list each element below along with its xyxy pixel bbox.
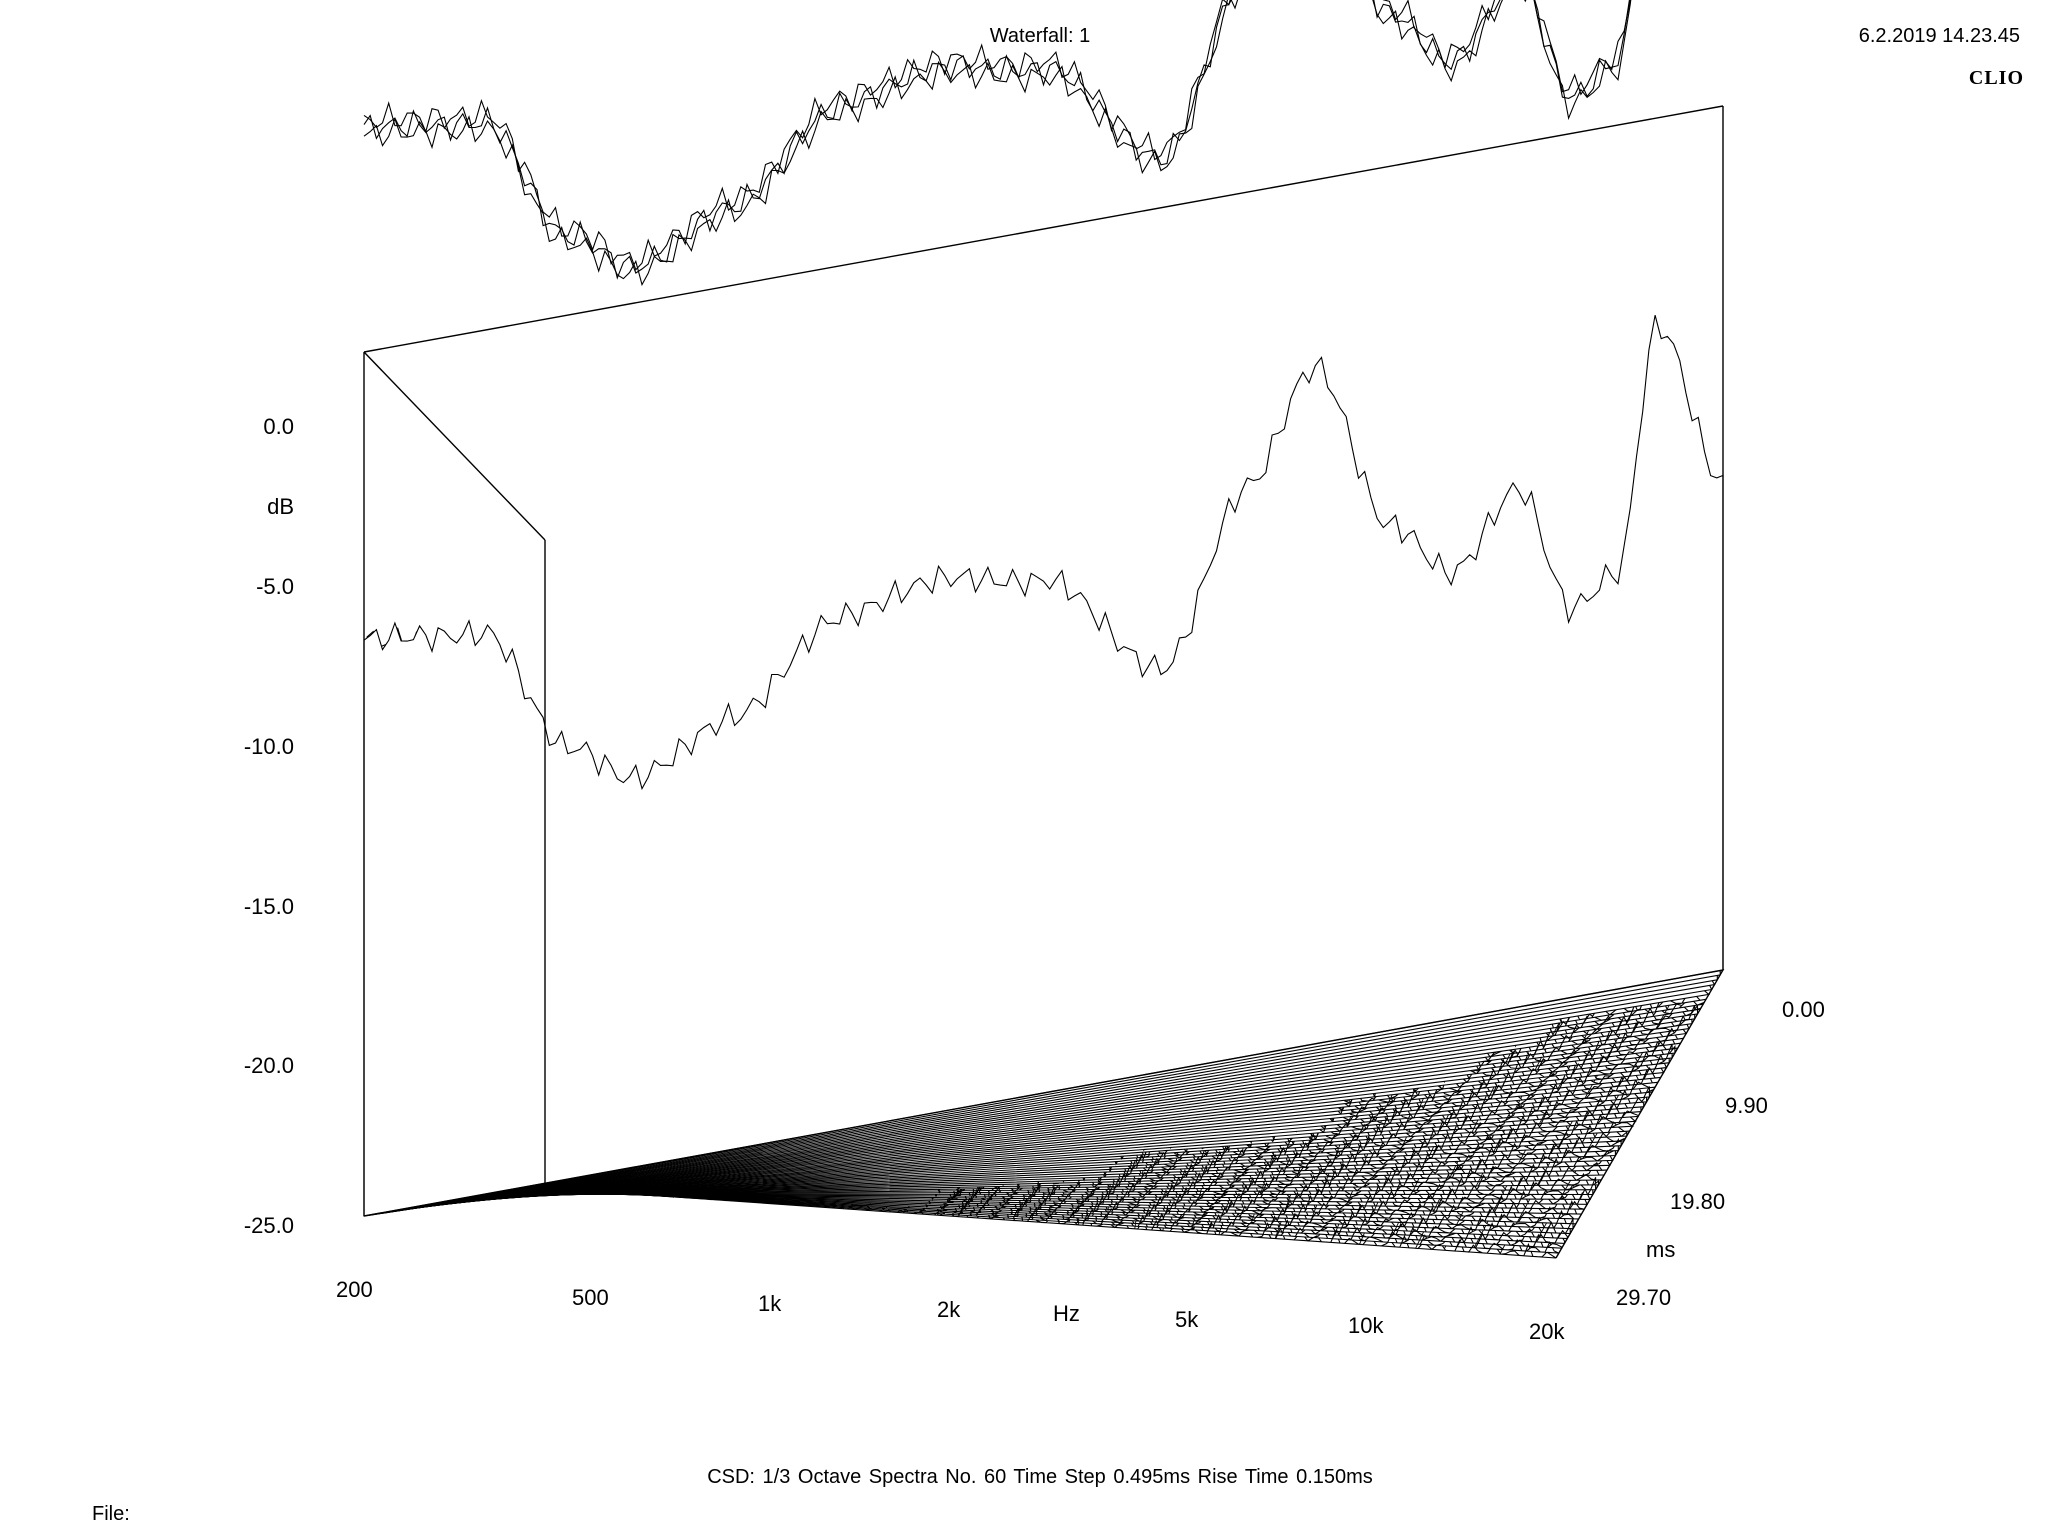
x-tick-label: 1k bbox=[758, 1291, 782, 1316]
spectra-traces bbox=[363, 315, 1724, 1259]
back-wall-projection bbox=[363, 0, 1631, 271]
z-tick-label: 9.90 bbox=[1725, 1093, 1768, 1118]
z-tick-label: 29.70 bbox=[1616, 1285, 1672, 1310]
spectrum-trace bbox=[363, 315, 1724, 1217]
x-tick-label: 20k bbox=[1529, 1319, 1565, 1344]
z-axis-label: ms bbox=[1646, 1237, 1676, 1262]
back-top-edge bbox=[363, 105, 1724, 353]
left-top-edge bbox=[363, 351, 546, 541]
file-label: File: bbox=[92, 1503, 130, 1525]
z-tick-label: 19.80 bbox=[1670, 1189, 1726, 1214]
x-tick-label: 10k bbox=[1348, 1313, 1384, 1338]
chart-frame bbox=[363, 105, 1725, 1259]
x-tick-label: 200 bbox=[336, 1277, 373, 1302]
y-tick-label: -20.0 bbox=[243, 1053, 294, 1078]
y-tick-label: 0.0 bbox=[263, 414, 294, 439]
brand-logo: CLIO bbox=[1968, 67, 2024, 89]
y-tick-label: -15.0 bbox=[243, 894, 294, 919]
chart-title: Waterfall: 1 bbox=[989, 25, 1091, 47]
floor-outline bbox=[363, 969, 1725, 1259]
back-wall-projection bbox=[363, 0, 1632, 287]
y-axis-label: dB bbox=[267, 494, 294, 519]
x-tick-label: 500 bbox=[572, 1285, 609, 1310]
back-wall-projection bbox=[363, 0, 1630, 280]
timestamp: 6.2.2019 14.23.45 bbox=[1858, 25, 2020, 47]
z-tick-label: 0.00 bbox=[1782, 997, 1825, 1022]
x-tick-label: 2k bbox=[937, 1297, 961, 1322]
y-tick-label: -5.0 bbox=[256, 574, 294, 599]
x-axis-label: Hz bbox=[1053, 1301, 1080, 1326]
x-tick-label: 5k bbox=[1175, 1307, 1199, 1332]
back-wall-grid bbox=[363, 0, 1632, 287]
y-tick-label: -25.0 bbox=[243, 1213, 294, 1238]
y-tick-label: -10.0 bbox=[243, 734, 294, 759]
csd-parameters: CSD: 1/3 Octave Spectra No. 60 Time Step… bbox=[707, 1466, 1373, 1488]
